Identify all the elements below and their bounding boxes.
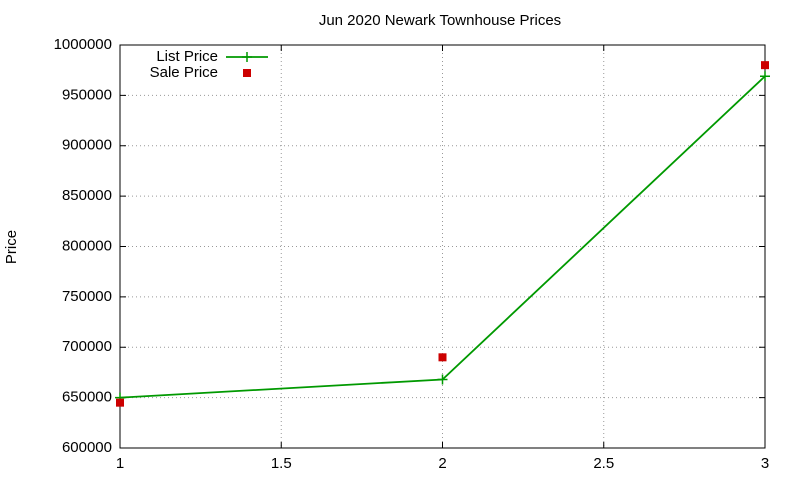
marker bbox=[761, 61, 769, 70]
legend-label: Sale Price bbox=[150, 64, 218, 81]
y-axis-label: Price bbox=[3, 230, 20, 264]
x-tick-label: 1 bbox=[116, 455, 124, 472]
y-tick-label: 900000 bbox=[62, 137, 112, 154]
y-tick-label: 850000 bbox=[62, 187, 112, 204]
marker bbox=[116, 398, 124, 407]
legend-label: List Price bbox=[156, 48, 218, 65]
y-tick-label: 700000 bbox=[62, 338, 112, 355]
marker bbox=[242, 52, 252, 62]
marker bbox=[760, 71, 770, 82]
marker bbox=[438, 353, 447, 362]
y-tick-label: 950000 bbox=[62, 86, 112, 103]
plot-border bbox=[119, 44, 766, 449]
marker bbox=[437, 374, 448, 385]
y-tick-label: 750000 bbox=[62, 288, 112, 305]
x-tick-label: 2 bbox=[438, 455, 446, 472]
x-tick-label: 3 bbox=[761, 455, 769, 472]
y-tick-label: 800000 bbox=[62, 237, 112, 254]
chart-title: Jun 2020 Newark Townhouse Prices bbox=[319, 12, 561, 29]
x-tick-label: 1.5 bbox=[271, 455, 292, 472]
y-tick-label: 650000 bbox=[62, 389, 112, 406]
x-tick-label: 2.5 bbox=[593, 455, 614, 472]
marker bbox=[243, 69, 251, 77]
y-tick-label: 600000 bbox=[62, 439, 112, 456]
y-tick-label: 1000000 bbox=[54, 36, 112, 53]
